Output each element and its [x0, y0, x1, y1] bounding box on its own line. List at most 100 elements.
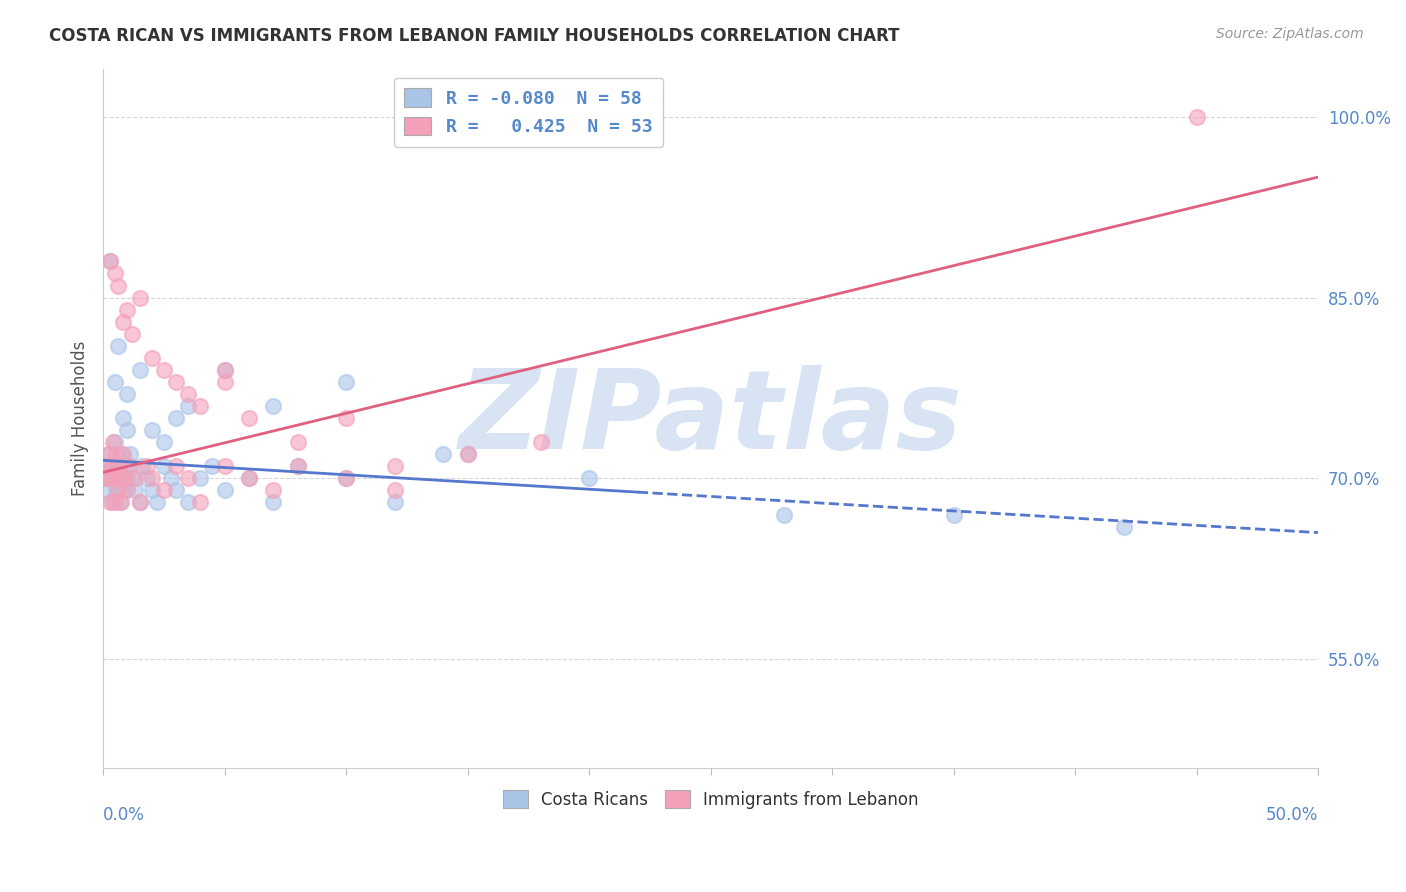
Text: COSTA RICAN VS IMMIGRANTS FROM LEBANON FAMILY HOUSEHOLDS CORRELATION CHART: COSTA RICAN VS IMMIGRANTS FROM LEBANON F…: [49, 27, 900, 45]
Point: [108, 471, 131, 485]
Point: [118, 459, 141, 474]
Point: [121, 326, 143, 341]
Point: [578, 471, 600, 485]
Point: [114, 471, 136, 485]
Point: [457, 447, 479, 461]
Point: [177, 387, 200, 401]
Point: [141, 351, 163, 365]
Point: [153, 483, 176, 498]
Point: [117, 387, 139, 401]
Point: [262, 495, 284, 509]
Point: [128, 495, 150, 509]
Point: [124, 471, 146, 485]
Text: Source: ZipAtlas.com: Source: ZipAtlas.com: [1216, 27, 1364, 41]
Point: [165, 483, 187, 498]
Point: [287, 459, 309, 474]
Point: [942, 508, 965, 522]
Point: [177, 471, 200, 485]
Point: [105, 447, 128, 461]
Point: [160, 471, 183, 485]
Point: [108, 495, 131, 509]
Point: [529, 435, 551, 450]
Point: [188, 495, 211, 509]
Point: [135, 459, 157, 474]
Point: [177, 399, 200, 413]
Point: [384, 459, 406, 474]
Point: [97, 483, 120, 498]
Point: [214, 459, 236, 474]
Point: [110, 447, 132, 461]
Point: [214, 483, 236, 498]
Point: [153, 435, 176, 450]
Point: [214, 363, 236, 377]
Point: [108, 459, 131, 474]
Point: [103, 471, 125, 485]
Point: [432, 447, 454, 461]
Point: [107, 278, 129, 293]
Point: [188, 399, 211, 413]
Point: [111, 315, 134, 329]
Point: [384, 495, 406, 509]
Point: [111, 447, 134, 461]
Point: [117, 483, 139, 498]
Point: [104, 435, 127, 450]
Point: [101, 459, 124, 474]
Point: [103, 471, 125, 485]
Point: [177, 495, 200, 509]
Point: [1112, 519, 1135, 533]
Point: [165, 375, 187, 389]
Point: [214, 375, 236, 389]
Point: [287, 459, 309, 474]
Text: 50.0%: 50.0%: [1265, 806, 1319, 824]
Legend: Costa Ricans, Immigrants from Lebanon: Costa Ricans, Immigrants from Lebanon: [496, 784, 925, 815]
Point: [287, 435, 309, 450]
Text: ZIPatlas: ZIPatlas: [458, 365, 963, 472]
Point: [145, 495, 167, 509]
Point: [114, 459, 136, 474]
Point: [115, 471, 138, 485]
Point: [110, 495, 132, 509]
Point: [112, 483, 135, 498]
Point: [141, 483, 163, 498]
Point: [457, 447, 479, 461]
Point: [238, 411, 260, 425]
Point: [135, 471, 157, 485]
Point: [96, 459, 118, 474]
Point: [100, 447, 122, 461]
Point: [201, 459, 224, 474]
Point: [107, 459, 129, 474]
Point: [101, 435, 124, 450]
Point: [100, 254, 122, 268]
Point: [772, 508, 794, 522]
Point: [238, 471, 260, 485]
Point: [107, 483, 129, 498]
Point: [188, 471, 211, 485]
Point: [141, 423, 163, 437]
Point: [104, 375, 127, 389]
Point: [128, 363, 150, 377]
Point: [107, 339, 129, 353]
Point: [262, 483, 284, 498]
Point: [384, 483, 406, 498]
Point: [117, 302, 139, 317]
Point: [111, 411, 134, 425]
Point: [238, 471, 260, 485]
Point: [262, 399, 284, 413]
Point: [128, 291, 150, 305]
Point: [118, 447, 141, 461]
Point: [96, 459, 118, 474]
Point: [128, 495, 150, 509]
Point: [100, 459, 122, 474]
Point: [98, 471, 121, 485]
Point: [100, 254, 122, 268]
Point: [97, 447, 120, 461]
Point: [105, 483, 128, 498]
Y-axis label: Family Households: Family Households: [72, 341, 89, 496]
Point: [124, 483, 146, 498]
Point: [94, 471, 117, 485]
Point: [104, 267, 127, 281]
Point: [165, 459, 187, 474]
Point: [121, 471, 143, 485]
Point: [100, 495, 122, 509]
Point: [104, 495, 127, 509]
